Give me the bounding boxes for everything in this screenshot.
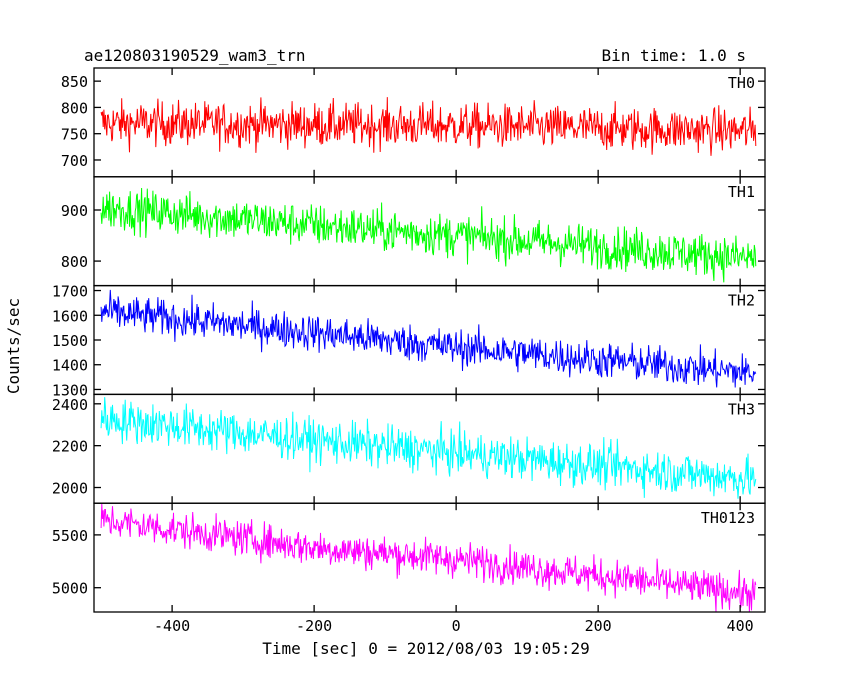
x-tick-label: -400 <box>154 617 190 635</box>
y-tick-label: 2400 <box>52 396 88 414</box>
series-line-th0123 <box>100 503 757 613</box>
x-tick-label: 200 <box>585 617 612 635</box>
y-tick-label: 2000 <box>52 480 88 498</box>
y-tick-label: 700 <box>61 152 88 170</box>
panel-th1: 800 900 TH1 <box>61 176 766 287</box>
series-line-th1 <box>100 187 757 283</box>
y-tick-label: 1600 <box>52 307 88 325</box>
y-tick-label: 900 <box>61 202 88 220</box>
panel-frame <box>93 176 766 287</box>
y-tick-label: 1500 <box>52 332 88 350</box>
series-label: TH0123 <box>701 509 755 527</box>
x-axis-label: Time [sec] 0 = 2012/08/03 19:05:29 <box>262 639 590 658</box>
x-axis: -400 -200 0 200 400 <box>154 617 754 635</box>
y-tick-label: 1700 <box>52 283 88 301</box>
series-label: TH0 <box>728 74 755 92</box>
y-tick-label: 5000 <box>52 580 88 598</box>
y-tick-label: 750 <box>61 126 88 144</box>
series-line-th2 <box>100 289 757 388</box>
series-label: TH2 <box>728 292 755 310</box>
panel-th0123: 5000 5500 TH0123 <box>52 502 766 613</box>
panel-th3: 2000 2200 2400 TH3 <box>52 393 766 504</box>
series-line-th0 <box>100 97 757 156</box>
series-line-th3 <box>100 397 757 499</box>
y-tick-label: 800 <box>61 253 88 271</box>
panel-frame <box>93 502 766 613</box>
y-tick-label: 5500 <box>52 527 88 545</box>
y-tick-label: 800 <box>61 99 88 117</box>
y-axis-label: Counts/sec <box>4 298 23 394</box>
series-label: TH3 <box>728 400 755 418</box>
x-tick-label: 400 <box>727 617 754 635</box>
panel-frame <box>93 393 766 504</box>
y-tick-label: 1400 <box>52 357 88 375</box>
x-tick-label: 0 <box>452 617 461 635</box>
series-label: TH1 <box>728 183 755 201</box>
y-tick-label: 850 <box>61 73 88 91</box>
chart-subtitle: Bin time: 1.0 s <box>602 46 747 65</box>
chart-title: ae120803190529_wam3_trn <box>84 46 306 65</box>
y-tick-label: 2200 <box>52 438 88 456</box>
panels-group: 700 750 800 850 TH0 800 900 TH1 1300 1400 1500 1600… <box>52 67 766 613</box>
panel-frame <box>93 284 766 396</box>
panel-th0: 700 750 800 850 TH0 <box>61 67 766 178</box>
y-tick-label: 1300 <box>52 381 88 399</box>
x-tick-label: -200 <box>296 617 332 635</box>
panel-th2: 1300 1400 1500 1600 1700 TH2 <box>52 283 766 399</box>
